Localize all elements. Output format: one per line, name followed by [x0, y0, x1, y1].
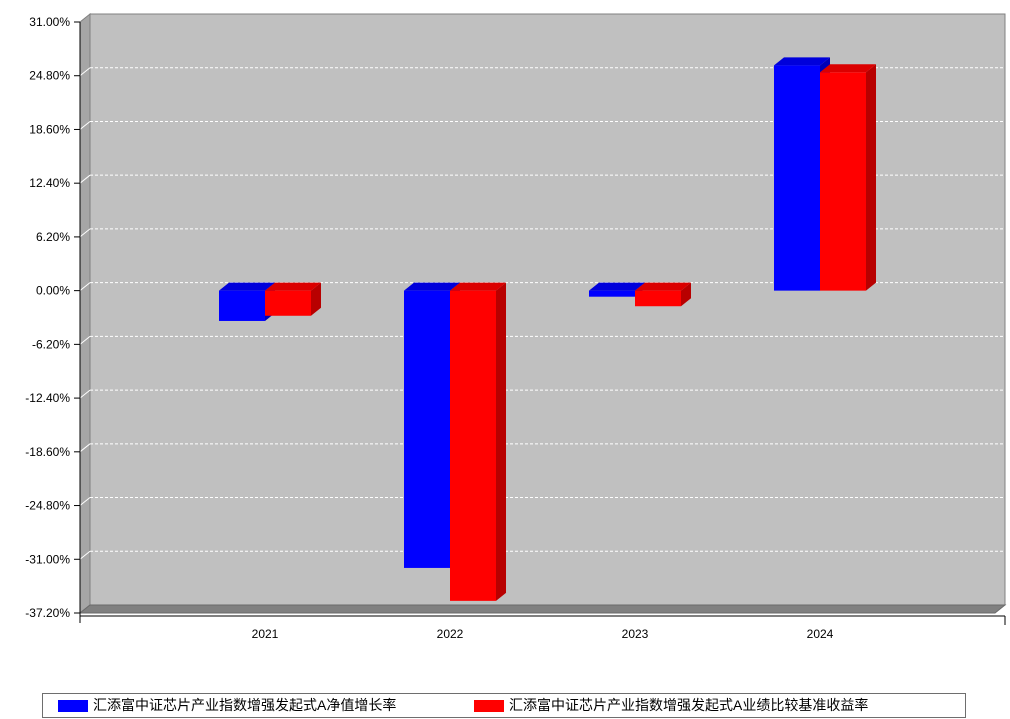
- bar-front-face: [265, 290, 311, 316]
- bar-top-face: [774, 57, 830, 66]
- y-tick-label: 0.00%: [36, 284, 70, 298]
- bar-top-face: [635, 282, 691, 291]
- legend: 汇添富中证芯片产业指数增强发起式A净值增长率 汇添富中证芯片产业指数增强发起式A…: [42, 693, 966, 718]
- legend-swatch-blue: [58, 699, 88, 712]
- bar-side-face: [311, 282, 321, 316]
- benchmark-return-bar-2023: [635, 282, 691, 307]
- y-tick-label: -12.40%: [25, 391, 70, 405]
- bar-front-face: [820, 72, 866, 291]
- bar-front-face: [635, 290, 681, 307]
- left-wall-gridline: [79, 282, 91, 292]
- left-wall-gridline: [79, 497, 91, 506]
- legend-swatch-red: [474, 699, 504, 712]
- x-tick-label: 2023: [622, 627, 649, 641]
- floor: [78, 604, 1007, 614]
- bar-front-face: [589, 290, 635, 297]
- x-tick-label: 2022: [437, 627, 464, 641]
- y-tick-label: 24.80%: [29, 69, 70, 83]
- y-tick-label: -18.60%: [25, 445, 70, 459]
- axes: 31.00% 24.80% 18.60% 12.40% 6.20% 0.00% -6.20%…: [25, 15, 1006, 641]
- left-wall-gridline: [79, 335, 91, 345]
- bar-top-face: [820, 64, 876, 73]
- left-wall-gridline: [79, 121, 91, 130]
- legend-item-benchmark-return: 汇添富中证芯片产业指数增强发起式A业绩比较基准收益率: [474, 697, 868, 714]
- y-tick-label: 6.20%: [36, 230, 70, 244]
- y-tick-label: -6.20%: [32, 337, 70, 351]
- left-wall-gridline: [79, 443, 91, 453]
- bar-front-face: [219, 290, 265, 321]
- bar-top-face: [450, 282, 506, 291]
- left-wall-gridline: [79, 389, 91, 399]
- y-tick-label: -31.00%: [25, 552, 70, 566]
- bar-side-face: [866, 64, 876, 291]
- bar-top-face: [589, 282, 645, 291]
- x-tick-label: 2021: [252, 627, 279, 641]
- y-tick-label: -37.20%: [25, 606, 70, 620]
- left-wall-gridline: [79, 174, 91, 184]
- bar-side-face: [496, 282, 506, 601]
- bar-top-face: [219, 282, 275, 291]
- y-tick-label: 18.60%: [29, 122, 70, 136]
- y-tick-label: 31.00%: [29, 15, 70, 29]
- bar-front-face: [450, 290, 496, 601]
- bar-top-face: [265, 282, 321, 291]
- bar-side-face: [681, 282, 691, 307]
- bar-front-face: [404, 290, 450, 568]
- legend-label: 汇添富中证芯片产业指数增强发起式A净值增长率: [93, 697, 397, 713]
- y-tick-label: -24.80%: [25, 499, 70, 513]
- benchmark-return-bar-2024: [820, 64, 876, 291]
- x-tick-label: 2024: [807, 627, 834, 641]
- benchmark-return-bar-2022: [450, 282, 506, 601]
- left-wall: [79, 12, 91, 615]
- left-wall-gridline: [79, 67, 91, 77]
- legend-label: 汇添富中证芯片产业指数增强发起式A业绩比较基准收益率: [509, 697, 869, 713]
- y-tick-label: 12.40%: [29, 176, 70, 190]
- bar-chart: 31.00% 24.80% 18.60% 12.40% 6.20% 0.00% -6.20%…: [25, 12, 1007, 641]
- bar-top-face: [404, 282, 460, 291]
- bars: [219, 57, 876, 601]
- left-wall-gridline: [79, 228, 91, 238]
- benchmark-return-bar-2021: [265, 282, 321, 316]
- bar-front-face: [774, 65, 820, 291]
- legend-item-net-value-growth: 汇添富中证芯片产业指数增强发起式A净值增长率: [58, 697, 396, 714]
- left-wall-gridline: [79, 550, 91, 560]
